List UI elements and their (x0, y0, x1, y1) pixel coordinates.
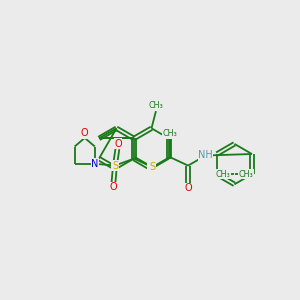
Text: CH₃: CH₃ (162, 129, 177, 138)
Text: O: O (184, 183, 192, 193)
Text: S: S (149, 162, 155, 172)
Text: N: N (91, 159, 98, 169)
Text: CH₃: CH₃ (215, 170, 230, 179)
Text: N: N (148, 164, 155, 174)
Text: S: S (112, 160, 118, 170)
Text: CH₃: CH₃ (148, 101, 163, 110)
Text: NH: NH (198, 151, 213, 160)
Text: O: O (109, 182, 117, 193)
Text: O: O (81, 128, 88, 138)
Text: CH₃: CH₃ (238, 170, 253, 179)
Text: O: O (114, 139, 122, 148)
